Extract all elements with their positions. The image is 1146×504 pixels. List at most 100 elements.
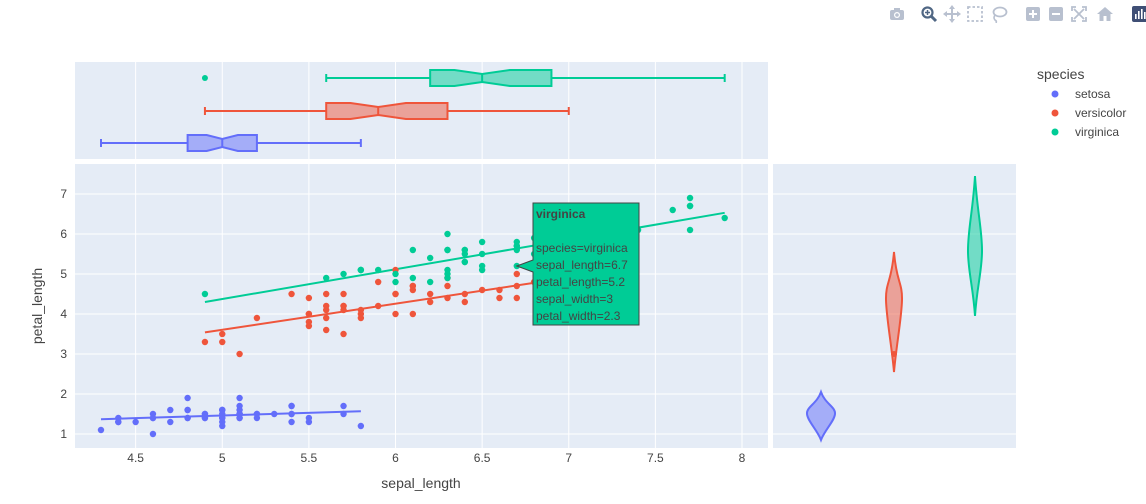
point-versicolor[interactable] — [513, 294, 520, 302]
point-virginica[interactable] — [444, 270, 451, 278]
camera-icon[interactable] — [888, 5, 906, 23]
point-virginica[interactable] — [513, 242, 520, 250]
box-virginica — [201, 69, 726, 87]
point-setosa[interactable] — [167, 406, 174, 414]
point-virginica[interactable] — [478, 238, 486, 246]
point-versicolor[interactable] — [444, 282, 451, 290]
point-setosa[interactable] — [271, 410, 278, 418]
point-virginica[interactable] — [409, 274, 417, 282]
point-virginica[interactable] — [426, 254, 434, 262]
point-setosa[interactable] — [149, 414, 157, 422]
point-versicolor[interactable] — [409, 286, 417, 294]
point-setosa[interactable] — [305, 418, 313, 426]
point-setosa[interactable] — [236, 394, 243, 402]
point-versicolor[interactable] — [444, 294, 451, 302]
point-versicolor[interactable] — [340, 290, 347, 298]
point-versicolor[interactable] — [323, 302, 330, 310]
point-versicolor[interactable] — [513, 282, 520, 290]
point-setosa[interactable] — [201, 414, 209, 422]
point-versicolor[interactable] — [374, 302, 382, 310]
point-versicolor[interactable] — [323, 314, 330, 322]
point-versicolor[interactable] — [374, 278, 382, 286]
point-setosa[interactable] — [288, 410, 295, 418]
point-versicolor[interactable] — [409, 310, 417, 318]
point-versicolor[interactable] — [426, 290, 434, 298]
point-versicolor[interactable] — [461, 290, 469, 298]
point-versicolor[interactable] — [426, 298, 434, 306]
point-setosa[interactable] — [219, 414, 226, 422]
point-virginica[interactable] — [461, 258, 469, 266]
point-virginica[interactable] — [357, 266, 365, 274]
point-virginica[interactable] — [478, 250, 486, 258]
point-versicolor[interactable] — [496, 294, 503, 302]
point-setosa[interactable] — [132, 418, 139, 426]
point-versicolor[interactable] — [323, 290, 330, 298]
reset-axes-icon[interactable] — [1096, 5, 1114, 23]
point-setosa[interactable] — [97, 426, 105, 434]
point-setosa[interactable] — [253, 410, 261, 418]
point-virginica[interactable] — [201, 290, 209, 298]
point-versicolor[interactable] — [288, 290, 295, 298]
point-virginica[interactable] — [478, 262, 486, 270]
autoscale-icon[interactable] — [1070, 5, 1088, 23]
lasso-select-icon[interactable] — [990, 5, 1008, 23]
point-setosa[interactable] — [236, 406, 243, 414]
legend-item-virginica[interactable]: virginica — [1051, 125, 1120, 139]
point-versicolor[interactable] — [305, 322, 313, 330]
point-virginica[interactable] — [392, 270, 399, 278]
point-virginica[interactable] — [340, 270, 347, 278]
point-versicolor[interactable] — [513, 270, 520, 278]
zoom-icon[interactable] — [920, 5, 938, 23]
point-virginica[interactable] — [686, 202, 694, 210]
point-virginica[interactable] — [686, 194, 694, 202]
point-setosa[interactable] — [167, 418, 174, 426]
point-virginica[interactable] — [409, 246, 417, 254]
point-versicolor[interactable] — [323, 326, 330, 334]
point-setosa[interactable] — [219, 406, 226, 414]
point-virginica[interactable] — [721, 214, 728, 222]
point-virginica[interactable] — [444, 230, 451, 238]
plotly-logo-icon[interactable] — [1131, 5, 1146, 23]
hover-tooltip: virginica species=virginica sepal_length=6… — [515, 202, 640, 326]
point-virginica[interactable] — [392, 278, 399, 286]
point-virginica[interactable] — [426, 278, 434, 286]
point-versicolor[interactable] — [219, 338, 226, 346]
point-setosa[interactable] — [149, 430, 157, 438]
point-setosa[interactable] — [288, 402, 295, 410]
point-setosa[interactable] — [115, 418, 122, 426]
point-versicolor[interactable] — [496, 286, 503, 294]
point-virginica[interactable] — [444, 246, 451, 254]
x-tick-label: 6 — [392, 451, 399, 465]
point-versicolor[interactable] — [340, 330, 347, 338]
point-setosa[interactable] — [288, 418, 295, 426]
point-versicolor[interactable] — [305, 310, 313, 318]
point-virginica[interactable] — [374, 266, 382, 274]
point-versicolor[interactable] — [219, 330, 226, 338]
point-setosa[interactable] — [357, 422, 365, 430]
point-virginica[interactable] — [323, 274, 330, 282]
point-versicolor[interactable] — [392, 310, 399, 318]
point-setosa[interactable] — [340, 410, 347, 418]
point-virginica[interactable] — [686, 226, 694, 234]
point-virginica[interactable] — [669, 206, 676, 214]
point-versicolor[interactable] — [340, 306, 347, 314]
point-versicolor[interactable] — [253, 314, 261, 322]
point-versicolor[interactable] — [236, 350, 243, 358]
zoom-in-icon[interactable] — [1024, 5, 1042, 23]
point-setosa[interactable] — [340, 402, 347, 410]
point-versicolor[interactable] — [392, 290, 399, 298]
point-versicolor[interactable] — [201, 338, 209, 346]
legend-item-versicolor[interactable]: versicolor — [1051, 106, 1127, 120]
pan-icon[interactable] — [943, 5, 961, 23]
point-virginica[interactable] — [461, 250, 469, 258]
point-versicolor[interactable] — [478, 286, 486, 294]
point-versicolor[interactable] — [461, 298, 469, 306]
box-select-icon[interactable] — [966, 5, 984, 23]
zoom-out-icon[interactable] — [1047, 5, 1065, 23]
point-setosa[interactable] — [184, 406, 191, 414]
point-versicolor[interactable] — [305, 294, 313, 302]
legend-item-setosa[interactable]: setosa — [1051, 87, 1111, 101]
point-setosa[interactable] — [184, 394, 191, 402]
point-setosa[interactable] — [184, 414, 191, 422]
point-versicolor[interactable] — [357, 310, 365, 318]
